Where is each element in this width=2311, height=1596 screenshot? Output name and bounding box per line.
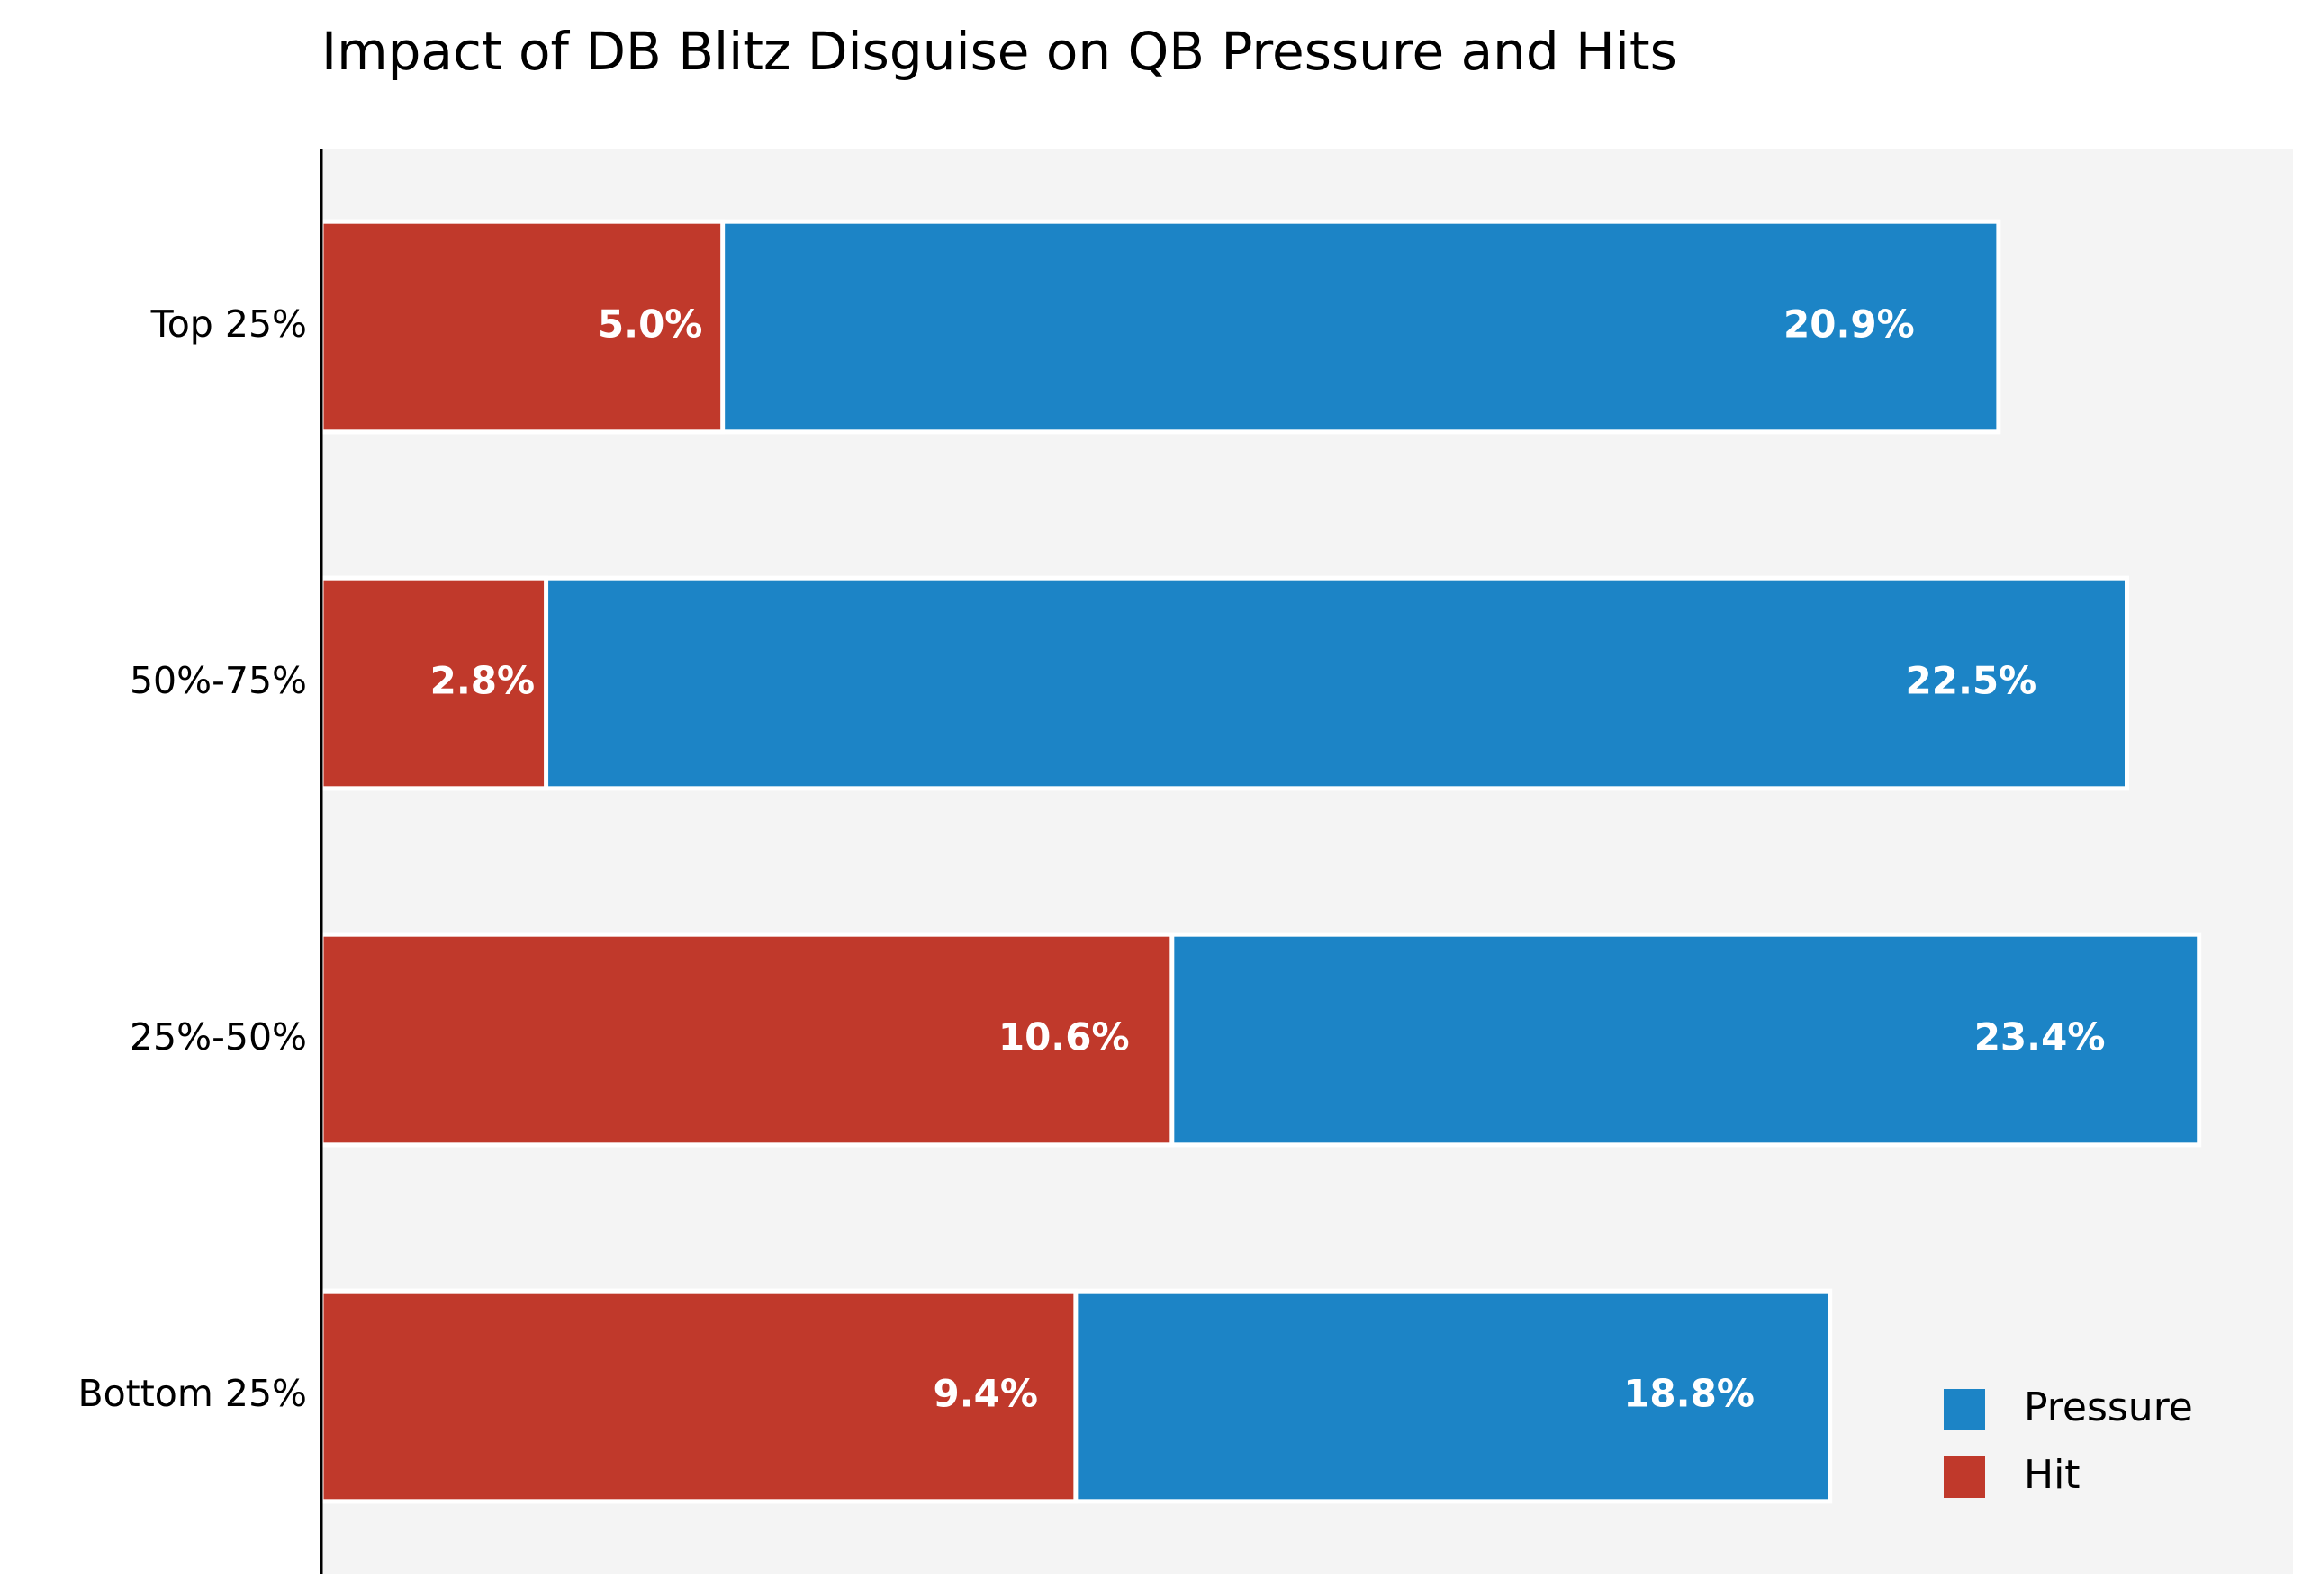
value-label: 20.9% <box>1783 302 1915 347</box>
bar <box>319 1288 1079 1504</box>
legend-label: Hit <box>2024 1452 2081 1498</box>
legend-swatch <box>1944 1389 1985 1430</box>
bar <box>319 575 549 791</box>
y-tick-label: 25%-50% <box>130 1015 307 1059</box>
chart-title: Impact of DB Blitz Disguise on QB Pressu… <box>321 21 1677 82</box>
y-tick-label: Top 25% <box>150 302 307 346</box>
value-label: 23.4% <box>1974 1015 2106 1059</box>
y-tick-label: 50%-75% <box>130 659 307 702</box>
y-tick-label: Bottom 25% <box>77 1372 307 1415</box>
bar <box>319 932 1175 1148</box>
value-label: 9.4% <box>933 1372 1037 1416</box>
legend-swatch <box>1944 1456 1985 1498</box>
value-label: 10.6% <box>998 1015 1130 1059</box>
bar <box>319 219 726 435</box>
legend-label: Pressure <box>2024 1384 2193 1430</box>
value-label: 18.8% <box>1623 1372 1755 1416</box>
bar <box>319 575 2129 791</box>
value-label: 5.0% <box>598 302 702 347</box>
value-label: 2.8% <box>430 659 535 703</box>
value-label: 22.5% <box>1906 659 2037 703</box>
